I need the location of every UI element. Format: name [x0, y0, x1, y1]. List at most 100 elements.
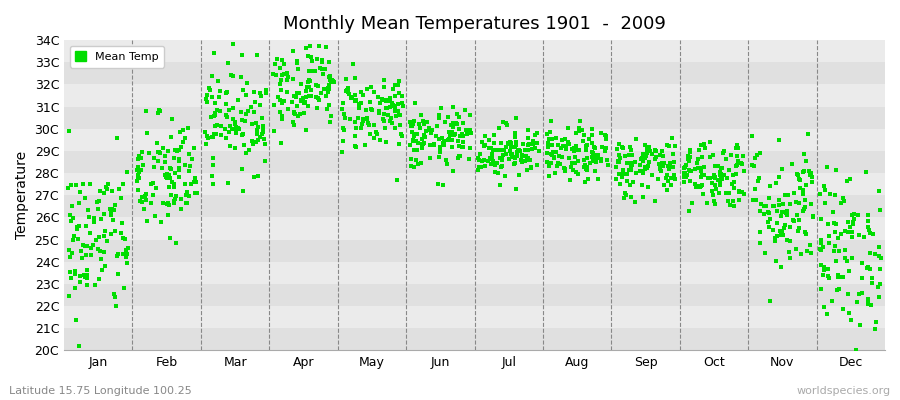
Point	[521, 127, 535, 133]
Point	[581, 176, 596, 182]
Point	[184, 181, 198, 188]
Point	[831, 273, 845, 280]
Point	[153, 108, 167, 114]
Point	[249, 51, 264, 58]
Point	[719, 175, 733, 181]
Point	[766, 203, 780, 210]
Point	[301, 83, 315, 90]
Point	[223, 123, 238, 129]
Point	[250, 124, 265, 130]
Point	[226, 116, 240, 122]
Point	[392, 112, 407, 119]
Point	[446, 104, 461, 111]
Point	[165, 178, 179, 185]
Point	[752, 178, 766, 184]
Point	[518, 158, 532, 164]
Point	[391, 177, 405, 184]
Point	[201, 135, 215, 142]
Point	[452, 142, 466, 149]
Point	[509, 152, 524, 159]
Point	[274, 71, 289, 78]
Point	[599, 136, 614, 142]
Point	[689, 160, 704, 167]
Point	[65, 202, 79, 209]
Point	[513, 147, 527, 154]
Point	[391, 108, 405, 114]
Point	[354, 89, 368, 96]
Point	[499, 144, 513, 150]
Point	[524, 165, 538, 171]
Point	[335, 148, 349, 155]
Point	[796, 208, 810, 214]
Point	[860, 218, 875, 224]
Point	[482, 144, 496, 151]
Point	[130, 167, 145, 173]
Point	[817, 200, 832, 206]
Point	[748, 186, 762, 192]
Point	[417, 132, 431, 138]
Point	[828, 192, 842, 198]
Point	[544, 129, 558, 136]
Point	[654, 148, 669, 154]
Bar	[64, 62, 885, 84]
Point	[213, 107, 228, 114]
Point	[274, 86, 288, 93]
Point	[752, 240, 767, 246]
Point	[389, 112, 403, 119]
Point	[84, 245, 98, 251]
Point	[226, 72, 240, 79]
Point	[93, 248, 107, 254]
Point	[410, 146, 424, 153]
Point	[134, 149, 148, 156]
Point	[455, 144, 470, 150]
Point	[567, 160, 581, 166]
Point	[633, 161, 647, 168]
Point	[132, 175, 147, 181]
Point	[335, 106, 349, 112]
Point	[540, 131, 554, 137]
Point	[348, 92, 363, 98]
Point	[546, 149, 561, 155]
Point	[562, 155, 577, 161]
Point	[112, 186, 126, 192]
Point	[865, 280, 879, 286]
Point	[81, 207, 95, 214]
Point	[382, 98, 397, 104]
Point	[338, 88, 353, 94]
Point	[274, 77, 289, 84]
Point	[685, 200, 699, 206]
Point	[628, 198, 643, 205]
Point	[637, 155, 652, 162]
Point	[404, 156, 419, 162]
Point	[735, 161, 750, 167]
Point	[652, 166, 667, 172]
Point	[105, 206, 120, 212]
Point	[425, 127, 439, 133]
Point	[214, 123, 229, 129]
Point	[725, 198, 740, 204]
Point	[166, 198, 181, 204]
Point	[786, 216, 800, 223]
Point	[661, 163, 675, 169]
Point	[565, 146, 580, 152]
Point	[219, 135, 233, 141]
Point	[526, 146, 540, 152]
Point	[379, 104, 393, 111]
Point	[299, 93, 313, 100]
Point	[690, 156, 705, 162]
Point	[62, 292, 77, 299]
Point	[403, 119, 418, 125]
Point	[862, 250, 877, 256]
Point	[827, 220, 842, 226]
Point	[280, 89, 294, 96]
Point	[575, 127, 590, 134]
Point	[598, 144, 613, 151]
Point	[155, 164, 169, 171]
Point	[616, 195, 631, 201]
Point	[759, 203, 773, 209]
Point	[694, 142, 708, 148]
Point	[490, 146, 504, 153]
Point	[205, 134, 220, 140]
Point	[569, 168, 583, 175]
Point	[590, 159, 604, 165]
